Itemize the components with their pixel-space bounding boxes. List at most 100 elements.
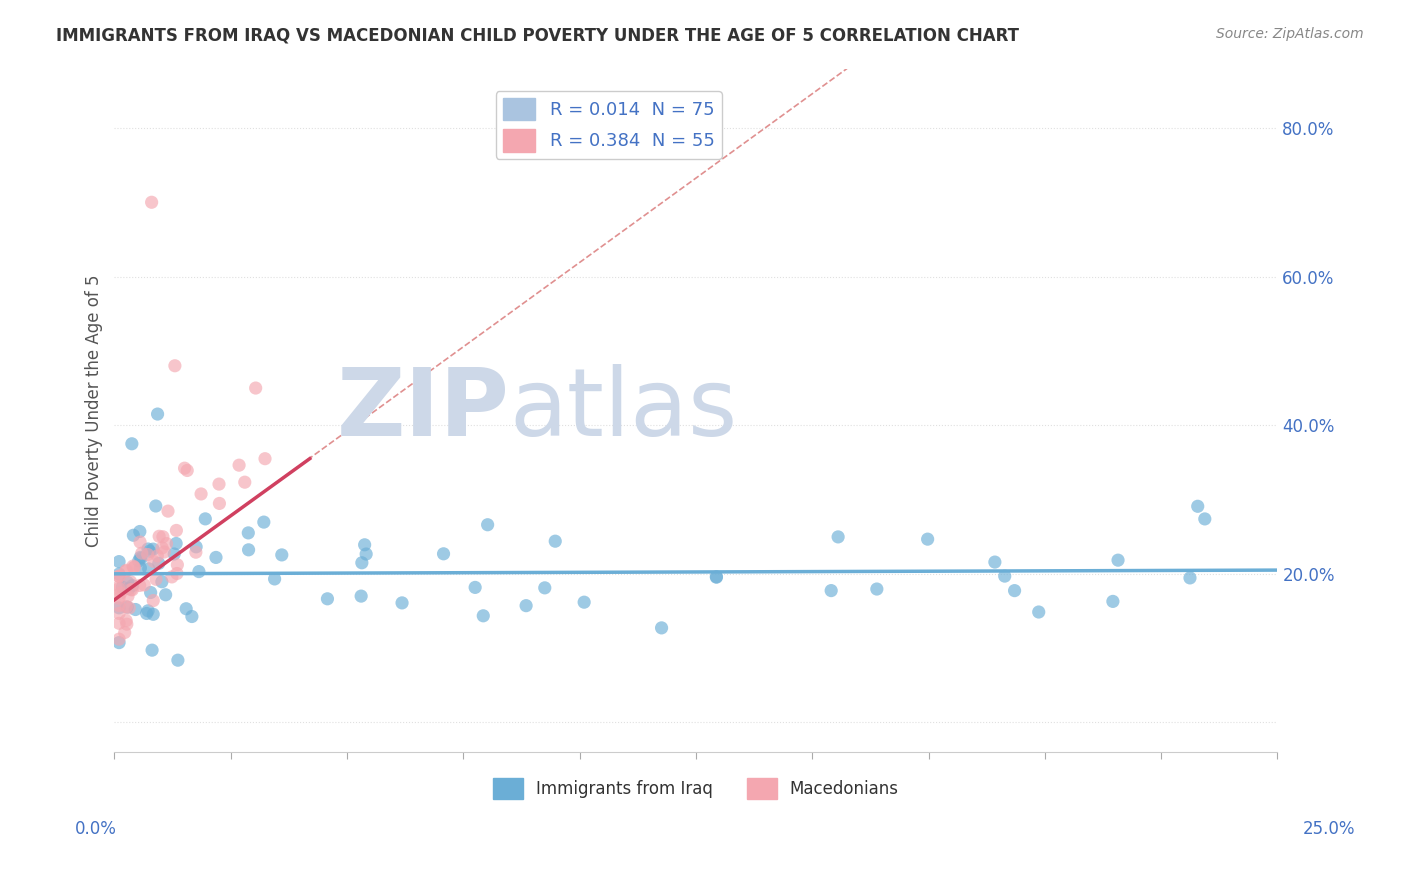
Point [984, 555, 1007, 569]
Point [1178, 571, 1201, 585]
Point [115, 599, 138, 614]
Point [174, 601, 197, 615]
Point [187, 565, 209, 579]
Point [108, 635, 131, 649]
Point [205, 550, 228, 565]
Legend: Immigrants from Iraq, Macedonians: Immigrants from Iraq, Macedonians [486, 772, 905, 805]
Point [129, 551, 152, 566]
Point [173, 461, 195, 475]
Point [180, 609, 202, 624]
Point [135, 607, 157, 621]
Point [165, 524, 187, 538]
Text: 25.0%: 25.0% [1302, 820, 1355, 838]
Point [477, 517, 499, 532]
Point [391, 596, 413, 610]
Point [1102, 594, 1125, 608]
Point [145, 572, 167, 586]
Point [155, 536, 177, 550]
Point [194, 512, 217, 526]
Point [150, 574, 173, 589]
Point [134, 578, 156, 592]
Point [114, 564, 136, 578]
Point [108, 607, 131, 621]
Point [160, 570, 183, 584]
Point [353, 538, 375, 552]
Point [108, 591, 131, 605]
Point [111, 580, 134, 594]
Point [1028, 605, 1050, 619]
Point [145, 499, 167, 513]
Point [115, 563, 138, 577]
Point [142, 593, 165, 607]
Point [108, 582, 131, 596]
Point [141, 195, 163, 210]
Point [108, 600, 131, 615]
Point [108, 569, 131, 583]
Point [245, 381, 267, 395]
Y-axis label: Child Poverty Under the Age of 5: Child Poverty Under the Age of 5 [86, 274, 103, 547]
Point [544, 534, 567, 549]
Point [572, 595, 595, 609]
Point [138, 544, 160, 558]
Point [190, 487, 212, 501]
Point [228, 458, 250, 473]
Point [165, 536, 187, 550]
Point [253, 451, 276, 466]
Point [994, 569, 1017, 583]
Point [176, 463, 198, 477]
Point [128, 578, 150, 592]
Point [139, 585, 162, 599]
Point [117, 589, 139, 603]
Point [118, 582, 141, 596]
Point [533, 581, 555, 595]
Point [238, 525, 260, 540]
Point [108, 579, 131, 593]
Point [184, 540, 207, 554]
Point [124, 602, 146, 616]
Point [350, 556, 373, 570]
Point [354, 547, 377, 561]
Point [131, 546, 153, 560]
Point [1004, 583, 1026, 598]
Point [155, 588, 177, 602]
Point [121, 579, 143, 593]
Point [108, 616, 131, 631]
Point [464, 581, 486, 595]
Point [163, 547, 186, 561]
Point [122, 559, 145, 574]
Point [208, 477, 231, 491]
Point [114, 625, 136, 640]
Point [316, 591, 339, 606]
Point [129, 561, 152, 575]
Point [121, 437, 143, 451]
Point [136, 548, 159, 562]
Point [651, 621, 673, 635]
Point [233, 475, 256, 490]
Point [163, 359, 186, 373]
Point [110, 586, 132, 600]
Point [128, 524, 150, 539]
Point [150, 541, 173, 555]
Point [350, 589, 373, 603]
Point [152, 530, 174, 544]
Point [108, 569, 131, 583]
Point [142, 554, 165, 568]
Point [1194, 512, 1216, 526]
Point [166, 566, 188, 581]
Point [121, 582, 143, 597]
Point [184, 545, 207, 559]
Point [270, 548, 292, 562]
Point [142, 542, 165, 557]
Point [820, 583, 842, 598]
Point [866, 582, 889, 596]
Point [122, 560, 145, 574]
Point [166, 558, 188, 572]
Point [129, 550, 152, 565]
Point [129, 535, 152, 549]
Point [128, 554, 150, 568]
Text: ZIP: ZIP [337, 364, 510, 457]
Point [136, 541, 159, 556]
Point [146, 407, 169, 421]
Point [118, 601, 141, 615]
Point [138, 562, 160, 576]
